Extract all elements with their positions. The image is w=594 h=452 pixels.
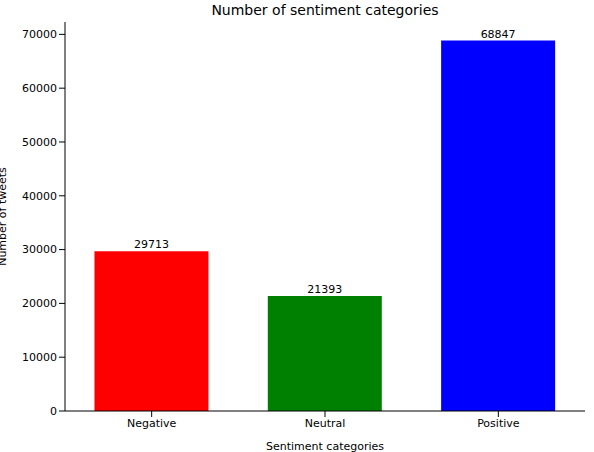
svg-text:60000: 60000 bbox=[22, 82, 57, 95]
svg-text:30000: 30000 bbox=[22, 243, 57, 256]
svg-text:50000: 50000 bbox=[22, 136, 57, 149]
svg-text:68847: 68847 bbox=[481, 28, 516, 41]
svg-text:70000: 70000 bbox=[22, 28, 57, 41]
svg-text:Positive: Positive bbox=[477, 417, 520, 430]
html-text:Number of sentiment categories: Number of sentiment categories bbox=[211, 2, 439, 18]
svg-text:21393: 21393 bbox=[307, 283, 342, 296]
svg-text:Neutral: Neutral bbox=[305, 417, 346, 430]
svg-text:Negative: Negative bbox=[127, 417, 177, 430]
svg-text:29713: 29713 bbox=[134, 238, 169, 251]
svg-text:40000: 40000 bbox=[22, 190, 57, 203]
svg-text:20000: 20000 bbox=[22, 297, 57, 310]
svg-text:10000: 10000 bbox=[22, 351, 57, 364]
svg-text:Number of tweets: Number of tweets bbox=[8, 167, 9, 266]
svg-text:Sentiment categories: Sentiment categories bbox=[266, 440, 384, 452]
svg-text:0: 0 bbox=[50, 405, 57, 418]
